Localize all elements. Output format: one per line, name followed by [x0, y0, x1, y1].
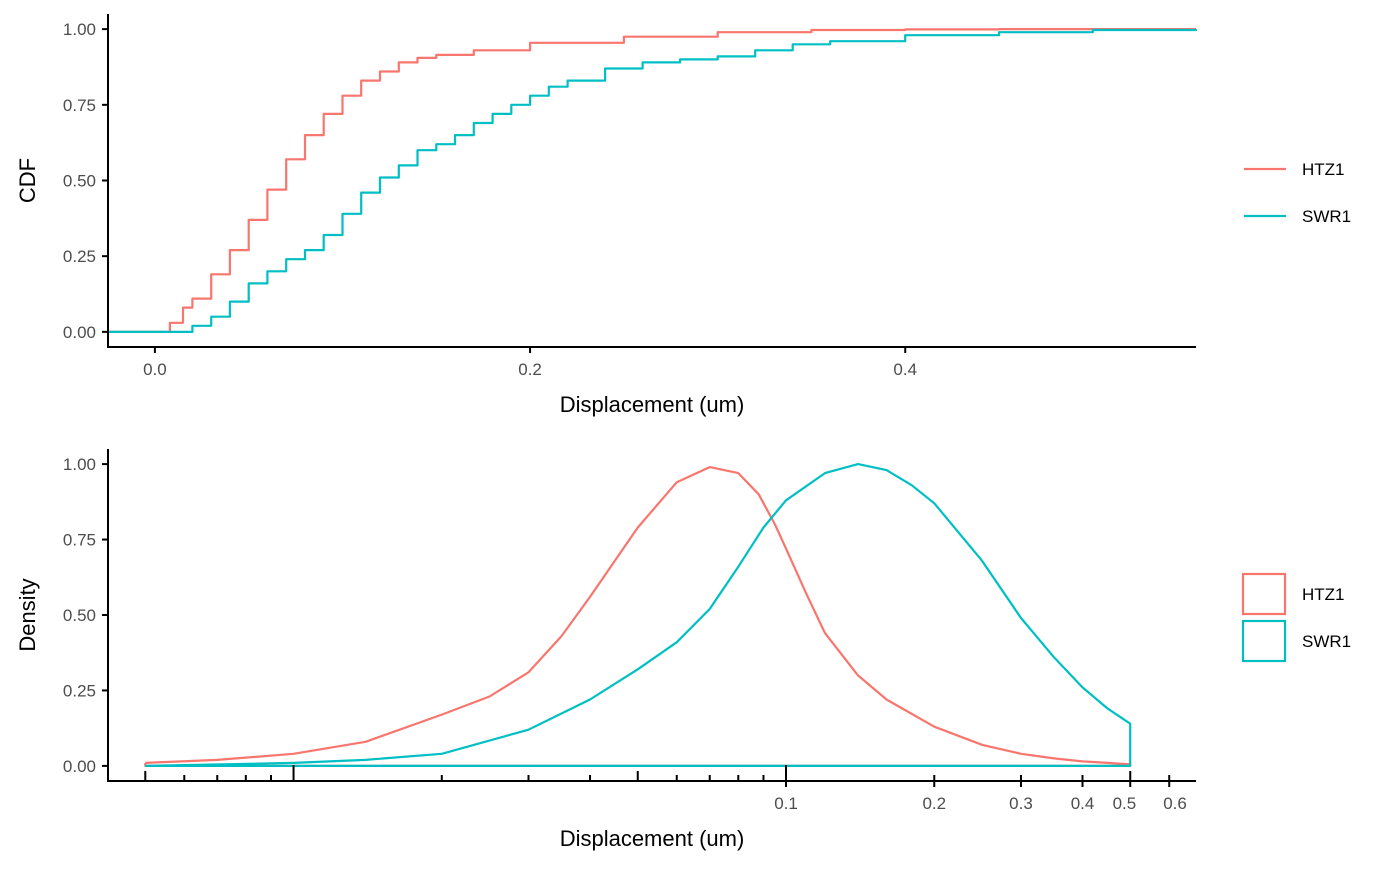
panel2-x-tick-label: 0.2 — [922, 794, 946, 813]
panel2-y-tick-label: 0.25 — [63, 681, 96, 700]
panel1-legend-label-swr1: SWR1 — [1302, 207, 1351, 226]
panel2-series-htz1-line — [144, 466, 1132, 767]
panel1-x-tick-label: 0.2 — [518, 360, 542, 379]
panel2-y-tick-label: 0.00 — [63, 757, 96, 776]
panel1-y-tick-label: 0.75 — [63, 96, 96, 115]
panel2-x-tick-label: 0.1 — [774, 794, 798, 813]
panel1-y-tick-label: 0.25 — [63, 247, 96, 266]
panel1-legend-label-htz1: HTZ1 — [1302, 160, 1345, 179]
panel1-y-tick-label: 0.50 — [63, 172, 96, 191]
panel2-legend-label-swr1: SWR1 — [1302, 632, 1351, 651]
panel2-legend-key-swr1 — [1241, 619, 1287, 663]
panel1-y-tick-label: 1.00 — [63, 20, 96, 39]
panel2-x-tick-label: 0.5 — [1113, 794, 1137, 813]
panel2-y-tick-label: 1.00 — [63, 455, 96, 474]
panel1-y-tick-label: 0.00 — [63, 323, 96, 342]
panel1-series-swr1-line — [108, 28, 1198, 333]
panel2-x-tick-label: 0.4 — [1071, 794, 1095, 813]
panel2-y-tick-label: 0.50 — [63, 606, 96, 625]
panel2-x-axis-title: Displacement (um) — [560, 826, 745, 851]
panel2-legend-key-htz1 — [1241, 572, 1287, 616]
panel2-legend-label-htz1: HTZ1 — [1302, 585, 1345, 604]
panel2-series-swr1-line — [145, 463, 1132, 767]
panel1-x-axis-title: Displacement (um) — [560, 392, 745, 417]
panel2-y-axis-title: Density — [15, 578, 40, 651]
panel2-x-tick-label: 0.6 — [1163, 794, 1187, 813]
panel1-series-htz1-line — [108, 28, 1196, 333]
panel1-y-axis-title: CDF — [15, 158, 40, 203]
panel1-x-tick-label: 0.4 — [893, 360, 917, 379]
panel2-x-tick-label: 0.3 — [1009, 794, 1033, 813]
panel1-x-tick-label: 0.0 — [143, 360, 167, 379]
panel2-y-tick-label: 0.75 — [63, 531, 96, 550]
